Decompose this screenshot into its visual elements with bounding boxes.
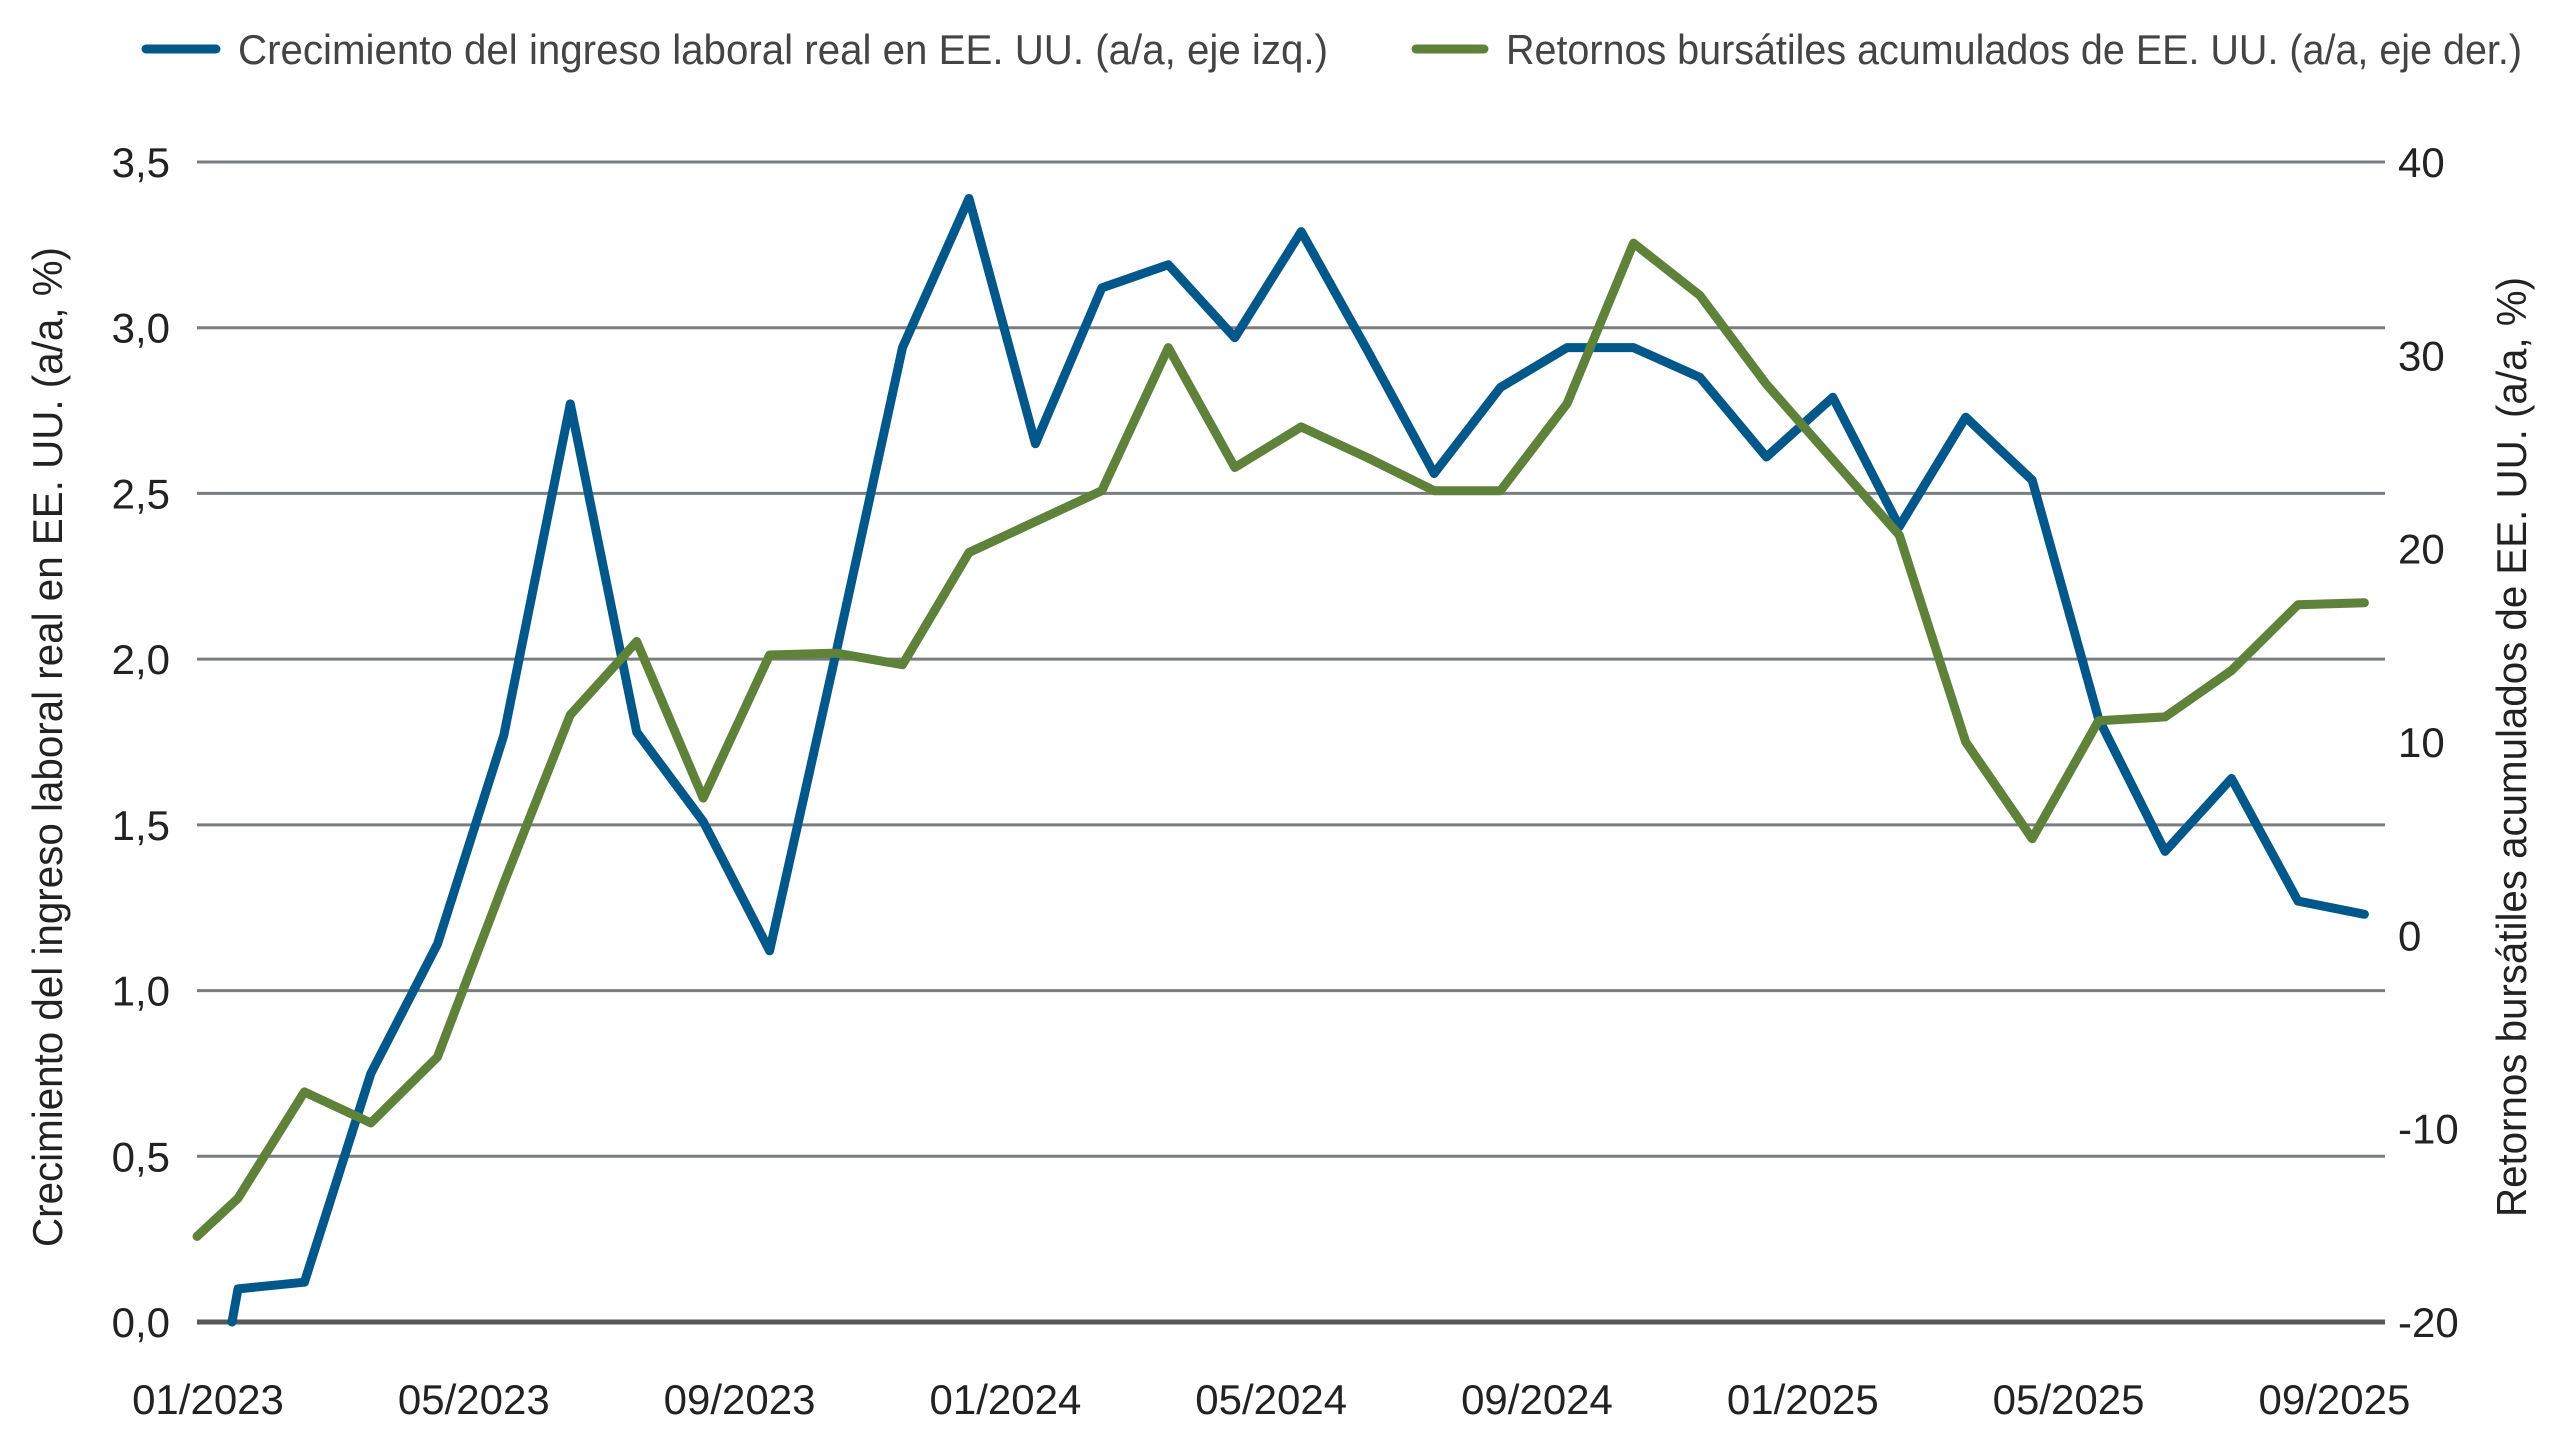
left-tick-label: 0,5 <box>112 1133 170 1180</box>
x-axis-ticks: 01/2023 05/2023 09/2023 01/2024 05/2024 09/20… <box>132 1376 2410 1423</box>
left-tick-label: 0,0 <box>112 1299 170 1346</box>
left-axis-title: Crecimiento del ingreso laboral real en … <box>24 247 71 1247</box>
right-tick-label: 30 <box>2398 332 2445 379</box>
right-axis-title: Retornos bursátiles acumulados de EE. UU… <box>2488 277 2535 1217</box>
left-tick-label: 1,5 <box>112 802 170 849</box>
right-tick-label: -10 <box>2398 1106 2459 1153</box>
x-tick-label: 05/2025 <box>1993 1376 2145 1423</box>
x-tick-label: 09/2023 <box>664 1376 816 1423</box>
x-tick-label: 09/2024 <box>1461 1376 1613 1423</box>
x-tick-label: 05/2024 <box>1195 1376 1347 1423</box>
x-tick-label: 05/2023 <box>398 1376 550 1423</box>
legend-label-stock-returns: Retornos bursátiles acumulados de EE. UU… <box>1506 26 2522 73</box>
left-tick-label: 1,0 <box>112 968 170 1015</box>
left-axis-ticks: 0,0 0,5 1,0 1,5 2,0 2,5 3,0 3,5 <box>112 139 170 1346</box>
x-tick-label: 01/2024 <box>929 1376 1081 1423</box>
right-axis-ticks: -20 -10 0 10 20 30 40 <box>2398 139 2459 1346</box>
legend: Crecimiento del ingreso laboral real en … <box>141 26 2522 73</box>
right-tick-label: 10 <box>2398 719 2445 766</box>
legend-label-labor-income: Crecimiento del ingreso laboral real en … <box>238 26 1328 73</box>
right-tick-label: 40 <box>2398 139 2445 186</box>
left-tick-label: 2,0 <box>112 636 170 683</box>
right-tick-label: 20 <box>2398 526 2445 573</box>
series-lines <box>192 194 2369 1327</box>
x-tick-label: 09/2025 <box>2258 1376 2410 1423</box>
gridlines <box>197 160 2385 1325</box>
left-tick-label: 3,0 <box>112 305 170 352</box>
x-tick-label: 01/2025 <box>1727 1376 1879 1423</box>
right-tick-label: -20 <box>2398 1299 2459 1346</box>
labor-income-line <box>227 194 2369 1327</box>
x-tick-label: 01/2023 <box>132 1376 284 1423</box>
left-tick-label: 2,5 <box>112 470 170 517</box>
right-tick-label: 0 <box>2398 912 2421 959</box>
stock-returns-line <box>192 238 2369 1241</box>
left-tick-label: 3,5 <box>112 139 170 186</box>
